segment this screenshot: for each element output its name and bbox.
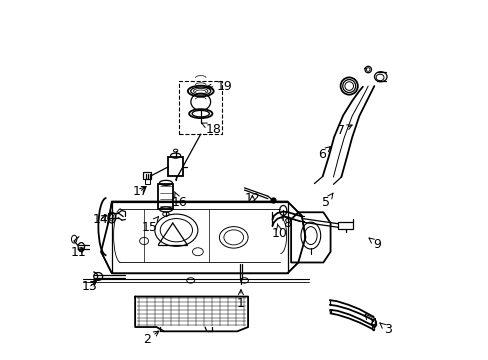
Bar <box>338 222 352 229</box>
Text: 2: 2 <box>142 331 159 346</box>
Text: 18: 18 <box>201 122 222 136</box>
Bar <box>168 157 183 176</box>
Text: 9: 9 <box>368 238 380 251</box>
Text: 17: 17 <box>132 185 148 198</box>
Text: 6: 6 <box>317 147 330 161</box>
Text: 16: 16 <box>171 192 187 209</box>
Text: 5: 5 <box>322 193 332 209</box>
Text: 8: 8 <box>282 215 290 230</box>
Bar <box>179 81 222 134</box>
Text: 7: 7 <box>336 124 351 137</box>
Text: 1: 1 <box>237 290 244 310</box>
Text: 3: 3 <box>379 323 391 336</box>
Text: 14: 14 <box>92 213 108 226</box>
Text: 19: 19 <box>205 80 232 93</box>
Text: 13: 13 <box>81 280 97 293</box>
Bar <box>144 179 149 184</box>
Text: 10: 10 <box>271 224 287 239</box>
Bar <box>143 172 151 179</box>
Text: 4: 4 <box>365 314 376 330</box>
Text: 15: 15 <box>141 217 158 234</box>
Text: 11: 11 <box>71 246 86 259</box>
Bar <box>158 184 173 210</box>
Text: 12: 12 <box>244 192 260 205</box>
